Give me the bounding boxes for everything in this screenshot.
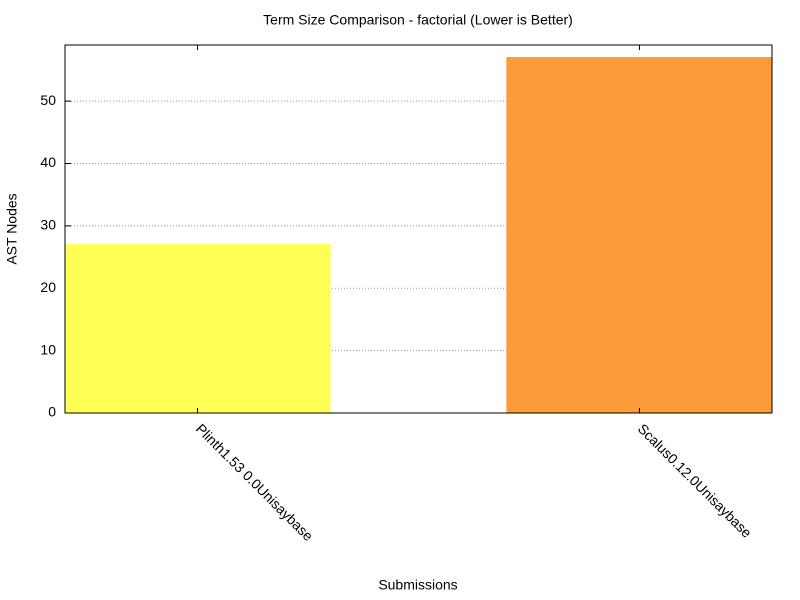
chart-title: Term Size Comparison - factorial (Lower … [263,12,573,28]
y-tick-label: 30 [40,217,56,233]
y-tick-label: 40 [40,154,56,170]
bar [506,56,773,414]
x-tick-label: Plinth1.53 0.0Unisaybase [193,420,317,544]
y-tick-label: 0 [48,404,56,420]
y-axis-label: AST Nodes [4,193,20,264]
bar [64,244,331,414]
y-tick-label: 10 [40,341,56,357]
y-tick-label: 50 [40,92,56,108]
y-tick-label: 20 [40,279,56,295]
plot-frame [64,44,773,414]
x-axis-label: Submissions [378,577,457,593]
x-tick-label: Scalus0.12.0Unisaybase [635,420,755,540]
